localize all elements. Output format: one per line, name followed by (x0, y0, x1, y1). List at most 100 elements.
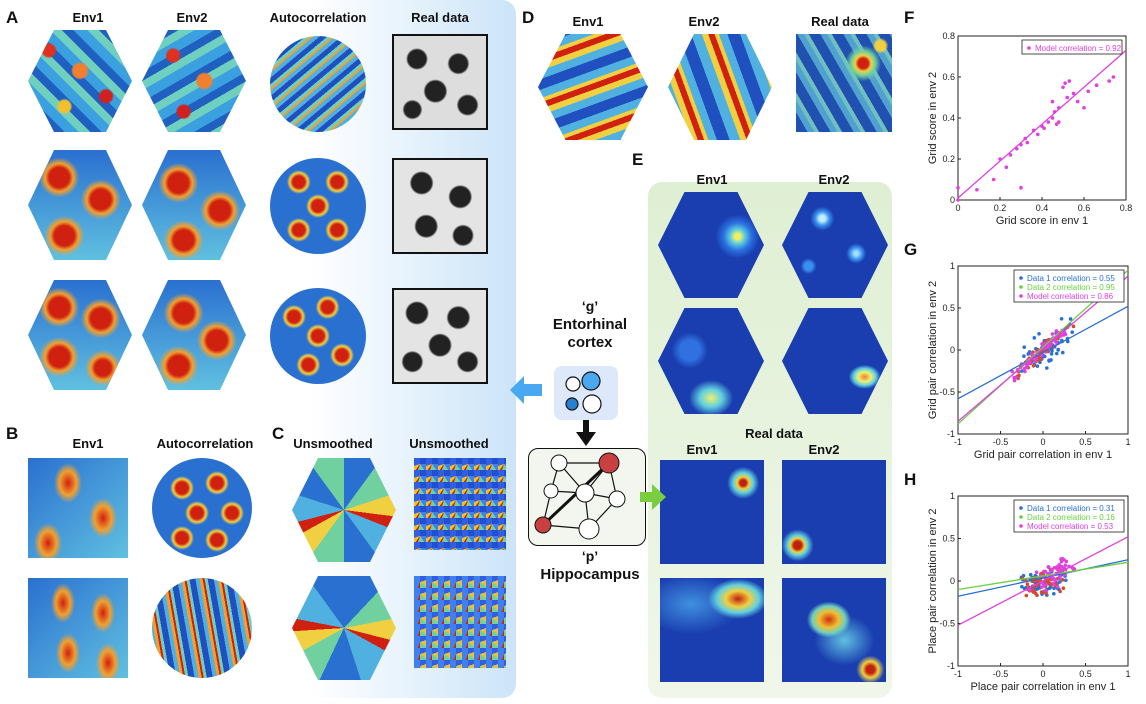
scatter-point (1040, 342, 1044, 346)
scatter-point (1028, 572, 1033, 577)
panel-D-env1-ratemap (538, 34, 648, 140)
scatter-point (956, 185, 960, 190)
legend-marker (1019, 506, 1023, 510)
panel-E-real-row2-env1-placemap (660, 578, 764, 682)
panel-A-header-env2: Env2 (176, 10, 208, 25)
panel-D-header-env2: Env2 (688, 14, 720, 29)
legend-marker (1019, 276, 1023, 280)
scatter-point (1008, 153, 1013, 157)
scatter-point (1040, 353, 1044, 358)
scatter-point (1094, 83, 1099, 87)
y-tick-label: 0 (950, 576, 955, 586)
fit-line (957, 49, 1127, 199)
scatter-point (1071, 91, 1076, 96)
scatter-point (1026, 361, 1031, 366)
panel-E-real-row2-env2-placemap (782, 578, 886, 682)
y-tick-label: 0.8 (942, 31, 955, 41)
scatter-point (1038, 357, 1043, 362)
legend-marker (1019, 515, 1023, 519)
panel-A-row3-autocorrelation (270, 288, 366, 384)
panel-label-D: D (522, 8, 535, 27)
panel-D-header-env1: Env1 (572, 14, 604, 29)
x-tick-label: 0 (955, 203, 960, 213)
y-tick-label: 0 (950, 345, 955, 355)
p-name: Hippocampus (540, 566, 640, 583)
g-label: ‘g’ (581, 298, 599, 314)
panel-C-row1-unsmoothed-grid-map (414, 458, 506, 550)
grid-cells-icon (554, 366, 618, 420)
x-tick-label: 0.8 (1120, 203, 1133, 213)
panel-E-real-header-env1: Env1 (686, 442, 718, 457)
scatter-point (1063, 578, 1068, 583)
scatter-point (1050, 332, 1055, 336)
legend-text: Data 2 correlation = 0.16 (1027, 513, 1115, 522)
legend-marker (1019, 294, 1023, 298)
scatter-point (1023, 369, 1027, 374)
legend-box (1013, 499, 1125, 533)
panel-A-header-autocorrelation: Autocorrelation (269, 10, 367, 25)
scatter-point (1055, 565, 1059, 569)
panel-A-row3-real-data (392, 288, 488, 384)
panel-B-header-env1: Env1 (72, 436, 104, 451)
panel-E-real-row1-env2-placemap (782, 460, 886, 564)
scatter-point (1051, 581, 1056, 586)
panel-C-row2-unsmoothed-hex-map (292, 576, 396, 680)
scatter-point (1075, 99, 1080, 104)
scatter-point (1054, 351, 1059, 356)
scatter-point (1056, 568, 1061, 573)
y-tick-label: -1 (947, 661, 955, 671)
panel-label-C: C (272, 424, 285, 443)
panel-C-header-unsmoothed-square: Unsmoothed (409, 436, 489, 451)
x-tick-label: 0 (1040, 437, 1045, 447)
panel-A-row1-autocorrelation (270, 36, 366, 132)
panel-label-E: E (632, 150, 644, 169)
scatter-point (1058, 576, 1062, 581)
panel-A-row3-env2-ratemap (142, 280, 246, 390)
scatter-point (1068, 317, 1073, 321)
scatter-point (1043, 570, 1047, 574)
y-axis-label: Grid pair correlation in env 2 (927, 281, 939, 419)
panel-B-header-autocorrelation: Autocorrelation (156, 436, 254, 451)
panel-B-row2-env1-ratemap (28, 578, 128, 678)
scatter-point (1022, 366, 1027, 371)
panel-E-real-row1-env1-placemap (660, 460, 764, 564)
scatter-point (1059, 317, 1064, 321)
y-tick-label: 0.2 (942, 154, 955, 164)
panel-C-row1-unsmoothed-hex-map (292, 458, 396, 562)
x-tick-label: 0 (1040, 669, 1045, 679)
scatter-point (1051, 592, 1056, 596)
legend-marker (1019, 524, 1023, 528)
scatter-point (1064, 559, 1069, 564)
panel-E-row1-env2-placemap (782, 192, 888, 298)
scatter-point (1033, 591, 1038, 596)
x-axis-label: Grid score in env 1 (996, 215, 1088, 224)
y-tick-label: 0.5 (942, 534, 955, 544)
panel-A-row2-real-data (392, 158, 488, 254)
scatter-point (1043, 588, 1048, 593)
panel-label-G: G (904, 240, 918, 259)
scatter-point (1063, 563, 1068, 568)
x-tick-label: 0.4 (1036, 203, 1049, 213)
scatter-point (1044, 591, 1048, 596)
scatter-point (1036, 132, 1040, 137)
panel-E-real-data-title: Real data (745, 426, 803, 441)
arrow-to-panel-A (510, 376, 542, 404)
scatter-point (1017, 373, 1021, 378)
scatter-point (1051, 577, 1055, 582)
panel-A-row2-autocorrelation (270, 158, 366, 254)
panel-E-header-env1: Env1 (696, 172, 728, 187)
scatter-point (1058, 589, 1062, 594)
legend-marker (1019, 285, 1023, 289)
scatter-point (991, 177, 996, 182)
scatter-point (1063, 81, 1067, 85)
panel-E-header-env2: Env2 (818, 172, 850, 187)
scatter-point (1050, 567, 1054, 572)
y-tick-label: 1 (950, 261, 955, 271)
scatter-point (1046, 120, 1051, 124)
scatter-point (975, 187, 979, 192)
scatter-point (1057, 120, 1061, 124)
scatter-point (1044, 583, 1048, 587)
g-name-line1: Entorhinal (552, 316, 628, 333)
scatter-point (1004, 165, 1009, 169)
panel-D-header-real-data: Real data (811, 14, 869, 29)
